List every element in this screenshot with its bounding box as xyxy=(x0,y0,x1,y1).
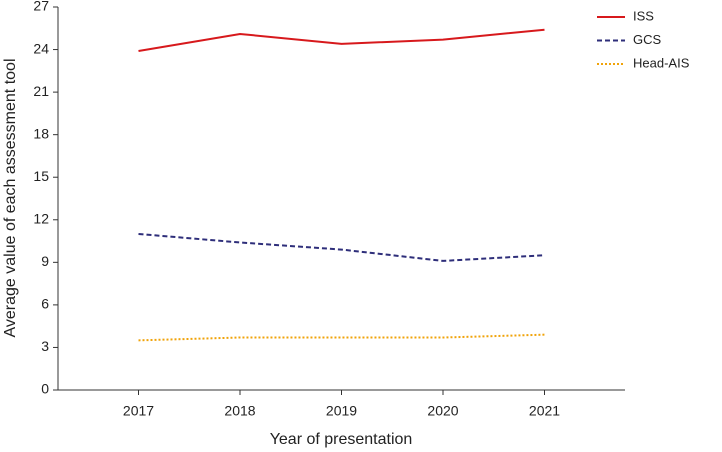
x-tick-label: 2018 xyxy=(224,403,255,419)
x-tick-label: 2021 xyxy=(529,403,560,419)
y-tick-label: 18 xyxy=(33,125,49,141)
x-axis-label: Year of presentation xyxy=(270,431,413,448)
y-tick-label: 21 xyxy=(33,83,49,99)
y-tick-label: 6 xyxy=(41,296,49,312)
legend-label: GCS xyxy=(633,32,662,47)
legend-label: ISS xyxy=(633,8,654,23)
series-line xyxy=(138,232,545,262)
x-tick-label: 2017 xyxy=(123,403,154,419)
y-axis-label: Average value of each assessment tool xyxy=(2,59,19,338)
y-tick-label: 9 xyxy=(41,253,49,269)
y-tick-label: 15 xyxy=(33,168,49,184)
y-tick-label: 12 xyxy=(33,210,49,226)
x-tick-label: 2019 xyxy=(326,403,357,419)
y-tick-label: 24 xyxy=(33,40,49,56)
y-tick-label: 0 xyxy=(41,381,49,397)
series-line xyxy=(138,333,545,342)
y-tick-label: 3 xyxy=(41,338,49,354)
y-tick-label: 27 xyxy=(33,0,49,14)
series-line xyxy=(138,28,545,52)
x-tick-label: 2020 xyxy=(427,403,458,419)
legend-label: Head-AIS xyxy=(633,55,690,70)
